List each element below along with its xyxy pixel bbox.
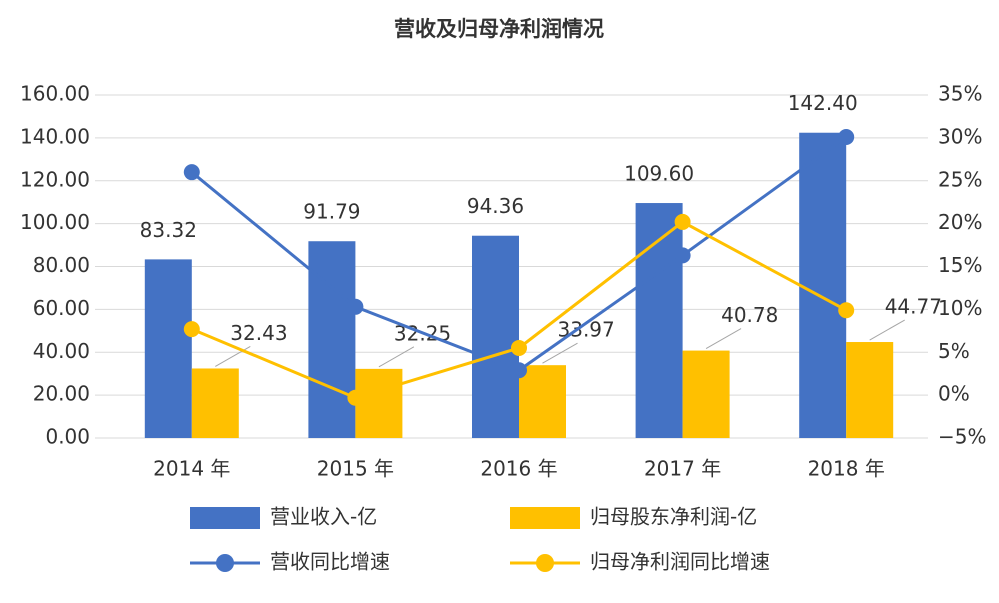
bar bbox=[472, 235, 519, 438]
leader-line bbox=[542, 342, 578, 364]
y2-tick-label: 20% bbox=[938, 210, 982, 234]
y-tick-label: 60.00 bbox=[33, 296, 90, 320]
y2-tick-label: 10% bbox=[938, 296, 982, 320]
value-label: 91.79 bbox=[303, 200, 360, 224]
legend-label: 营业收入-亿 bbox=[270, 505, 377, 529]
bar bbox=[682, 350, 730, 438]
y2-tick-label: 30% bbox=[938, 124, 982, 148]
bar bbox=[355, 368, 403, 438]
point bbox=[347, 389, 364, 406]
point bbox=[674, 247, 691, 264]
point bbox=[838, 302, 855, 319]
point bbox=[183, 321, 200, 338]
point bbox=[511, 339, 527, 356]
y2-tick-label: 0% bbox=[938, 382, 970, 406]
y-tick-label: 100.00 bbox=[20, 210, 90, 234]
leader-line bbox=[705, 328, 742, 350]
point bbox=[674, 213, 691, 230]
legend-swatch bbox=[510, 507, 580, 529]
bar bbox=[191, 368, 239, 438]
y-tick-label: 40.00 bbox=[33, 339, 90, 363]
value-label: 94.36 bbox=[467, 194, 524, 218]
value-label: 44.77 bbox=[885, 295, 942, 319]
legend-label: 归母股东净利润-亿 bbox=[590, 505, 757, 529]
point bbox=[838, 129, 855, 146]
y2-tick-label: −5% bbox=[938, 425, 987, 449]
y2-tick-label: 35% bbox=[938, 82, 982, 106]
y2-tick-label: 5% bbox=[938, 339, 970, 363]
point bbox=[183, 164, 200, 181]
legend-swatch bbox=[216, 554, 234, 572]
legend-swatch bbox=[536, 554, 554, 572]
x-tick-label: 2016 年 bbox=[480, 457, 557, 481]
chart-title: 营收及归母净利润情况 bbox=[394, 17, 604, 41]
y2-tick-label: 25% bbox=[938, 167, 982, 191]
x-tick-label: 2015 年 bbox=[317, 457, 394, 481]
value-label: 142.40 bbox=[788, 91, 858, 115]
y-tick-label: 20.00 bbox=[33, 382, 90, 406]
x-tick-label: 2014 年 bbox=[153, 457, 230, 481]
y-tick-label: 120.00 bbox=[20, 167, 90, 191]
value-label: 83.32 bbox=[140, 218, 197, 242]
bar bbox=[308, 241, 356, 438]
value-label: 109.60 bbox=[624, 162, 694, 186]
y-tick-label: 80.00 bbox=[33, 253, 90, 277]
value-label: 40.78 bbox=[721, 303, 778, 327]
y-tick-label: 160.00 bbox=[20, 82, 90, 106]
leader-line bbox=[378, 346, 415, 368]
bar bbox=[846, 342, 894, 438]
y2-tick-label: 15% bbox=[938, 253, 982, 277]
y-tick-label: 0.00 bbox=[45, 425, 90, 449]
point bbox=[347, 298, 364, 315]
legend-label: 营收同比增速 bbox=[270, 550, 390, 574]
point bbox=[511, 362, 527, 379]
bar bbox=[635, 203, 683, 438]
value-label: 32.43 bbox=[230, 321, 287, 345]
bar bbox=[799, 132, 847, 439]
leader-line bbox=[869, 319, 905, 341]
legend-swatch bbox=[190, 507, 260, 529]
y-tick-label: 140.00 bbox=[20, 124, 90, 148]
x-tick-label: 2018 年 bbox=[808, 457, 885, 481]
bar bbox=[144, 259, 192, 438]
legend-label: 归母净利润同比增速 bbox=[590, 550, 770, 574]
x-tick-label: 2017 年 bbox=[644, 457, 721, 481]
bar bbox=[519, 365, 566, 438]
